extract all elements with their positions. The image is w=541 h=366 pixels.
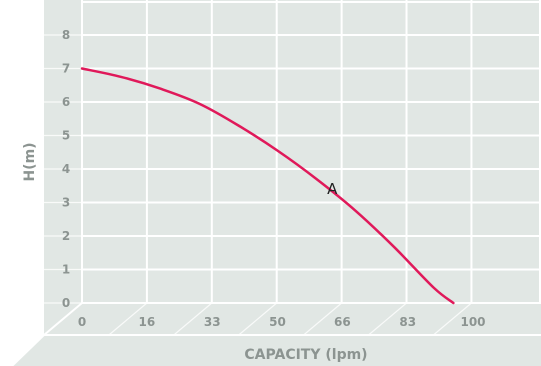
x-tick-label: 83	[399, 315, 416, 329]
curve-label-a: A	[327, 180, 338, 198]
floor-gridline	[108, 302, 148, 336]
series-lines	[80, 67, 455, 305]
y-tick-label: 3	[62, 196, 70, 210]
x-axis-band	[12, 335, 541, 366]
y-axis-title: H(m)	[22, 142, 38, 181]
x-tick-label: 50	[269, 315, 286, 329]
y-tick-label: 8	[62, 28, 70, 42]
floor-gridline	[368, 302, 407, 336]
floor-gridline	[173, 302, 213, 336]
plot-back-wall	[82, 0, 541, 303]
y-tick-label: 0	[62, 296, 70, 310]
y-tick-label: 6	[62, 95, 70, 109]
x-tick-label: 100	[460, 315, 485, 329]
y-tick-label: 7	[62, 62, 70, 76]
plot-side-wall	[44, 0, 82, 335]
y-tick-labels: 0 1 2 3 4 5 6 7 8	[62, 28, 70, 310]
y-tick-label: 4	[62, 162, 70, 176]
y-tick-label: 2	[62, 229, 70, 243]
band-left-edge	[11, 334, 45, 366]
floor-gridline	[303, 302, 343, 336]
plot-floor	[44, 303, 541, 335]
series-line-a	[80, 67, 455, 305]
annotations: A	[327, 180, 338, 198]
y-tick-label: 1	[62, 263, 70, 277]
x-tick-labels: 0 16 33 50 66 83 100	[78, 315, 486, 329]
y-tick-label: 5	[62, 129, 70, 143]
x-tick-label: 16	[139, 315, 156, 329]
chart-frame	[11, 0, 541, 366]
x-tick-label: 0	[78, 315, 86, 329]
x-tick-label: 66	[334, 315, 351, 329]
x-tick-label: 33	[204, 315, 221, 329]
grid-lines	[43, 0, 541, 336]
floor-gridline	[433, 302, 472, 336]
floor-gridline	[238, 302, 278, 336]
x-axis-title: CAPACITY (lpm)	[244, 347, 367, 363]
floor-gridline	[43, 302, 83, 336]
